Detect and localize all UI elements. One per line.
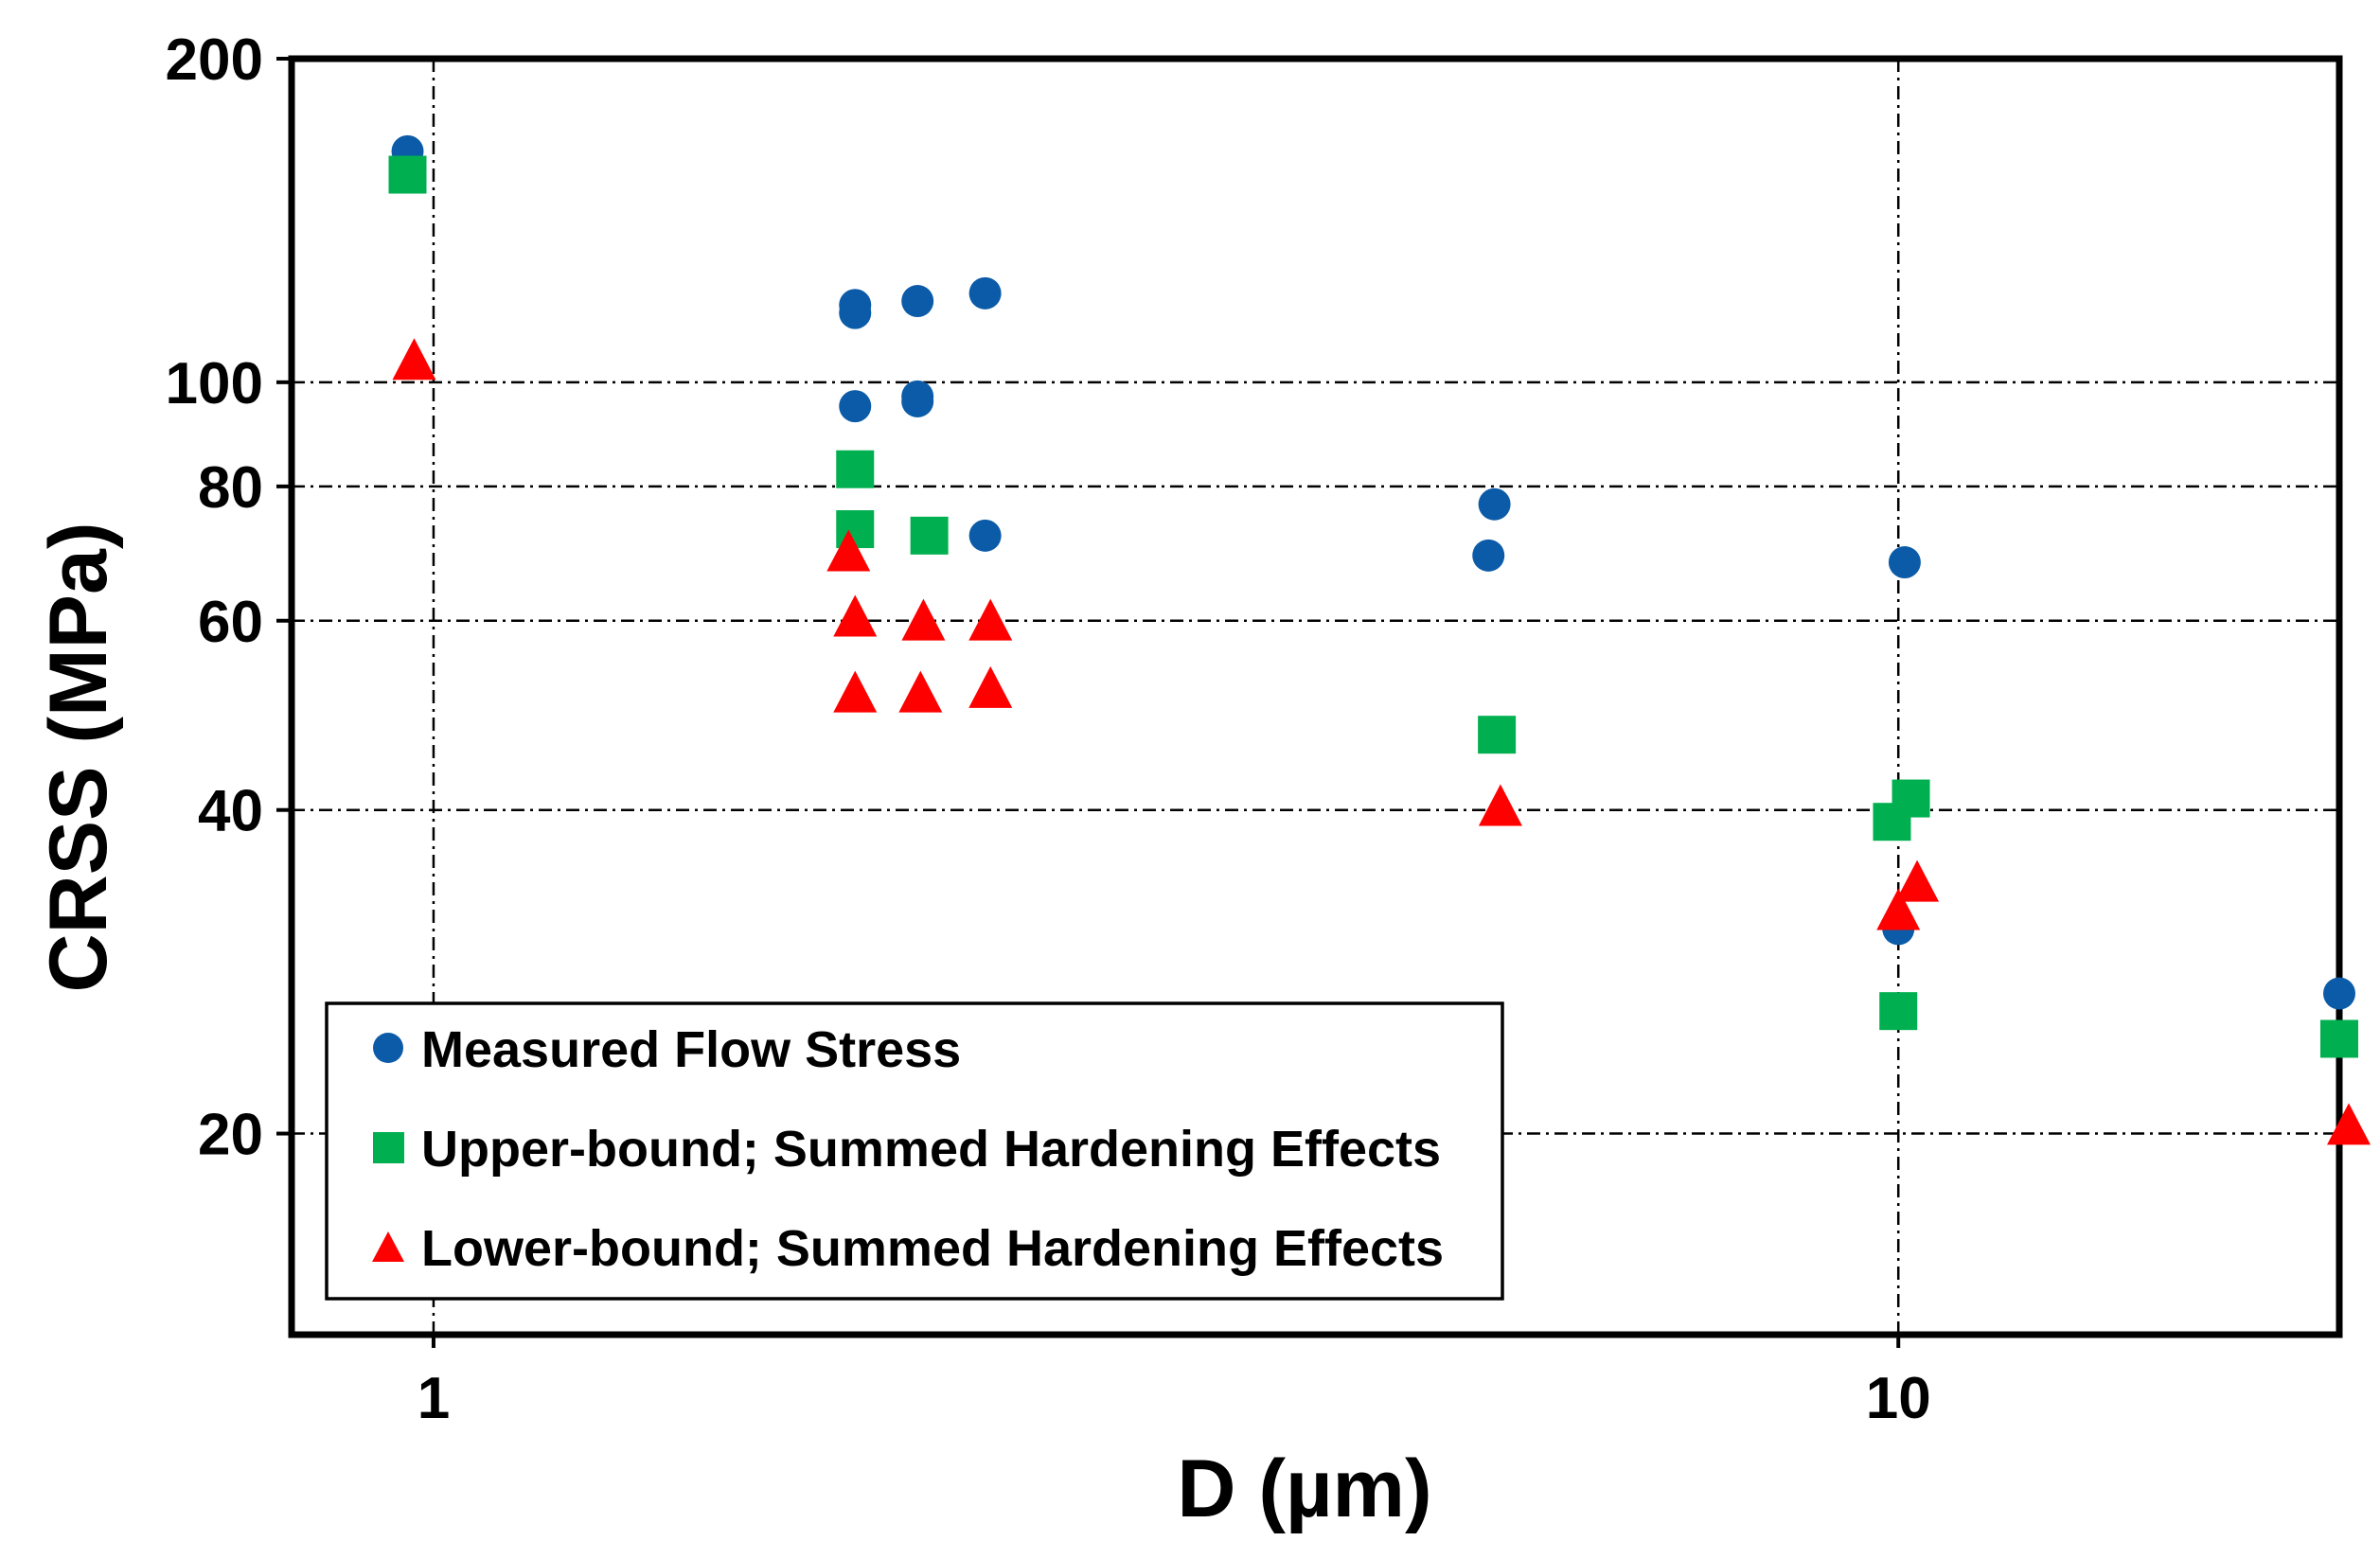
plot-area-frame xyxy=(288,55,2343,1338)
measured-flow-stress-point xyxy=(2323,977,2355,1010)
upper-bound-point xyxy=(388,155,427,194)
measured-flow-stress-point xyxy=(1472,539,1505,572)
upper-bound-point xyxy=(2320,1019,2358,1058)
lower-bound-point xyxy=(1876,888,1921,930)
y-tick-label: 200 xyxy=(166,27,263,93)
lower-bound-point xyxy=(833,670,878,713)
legend-label-lower-bound: Lower-bound; Summed Hardening Effects xyxy=(421,1220,1444,1277)
lower-bound-point xyxy=(833,594,878,637)
legend-square-icon xyxy=(373,1132,404,1163)
legend-circle-icon xyxy=(373,1033,403,1063)
measured-flow-stress-point xyxy=(901,285,934,318)
measured-flow-stress-point xyxy=(1888,546,1921,579)
x-tick-label: 10 xyxy=(1866,1366,1931,1431)
legend: Measured Flow Stress Upper-bound; Summed… xyxy=(325,1001,1504,1301)
measured-flow-stress-point xyxy=(839,390,872,423)
lower-bound-point xyxy=(968,665,1013,708)
measured-flow-stress-point xyxy=(839,296,872,329)
legend-box xyxy=(325,1001,1504,1301)
upper-bound-point xyxy=(910,516,949,555)
legend-label-upper-bound: Upper-bound; Summed Hardening Effects xyxy=(421,1121,1441,1178)
x-axis-title: D (µm) xyxy=(1177,1444,1431,1534)
legend-triangle-icon xyxy=(372,1231,404,1262)
lower-bound-point xyxy=(898,670,943,713)
y-tick-label: 100 xyxy=(166,351,263,416)
axis-ticks: 1 10 20 40 60 80 100 200 xyxy=(166,27,1931,1431)
y-tick-label: 80 xyxy=(198,455,263,521)
lower-bound-point xyxy=(1478,784,1522,826)
lower-bound-point xyxy=(968,598,1013,641)
lower-bound-point xyxy=(826,529,871,572)
measured-flow-stress-point xyxy=(968,519,1002,552)
lower-bound-point xyxy=(2327,1103,2371,1145)
lower-bound-point xyxy=(901,598,946,641)
lower-bound-point xyxy=(1895,859,1940,902)
measured-flow-stress-point xyxy=(968,276,1002,310)
x-tick-label: 1 xyxy=(417,1366,450,1431)
y-axis-title: CRSS (MPa) xyxy=(33,523,124,993)
measured-flow-stress-point xyxy=(901,384,934,417)
y-tick-label: 60 xyxy=(198,590,263,655)
upper-bound-point xyxy=(836,450,875,488)
legend-label-measured: Measured Flow Stress xyxy=(421,1021,961,1078)
upper-bound-point xyxy=(1892,779,1930,818)
upper-bound-point xyxy=(1879,992,1918,1031)
y-tick-label: 20 xyxy=(198,1103,263,1168)
measured-flow-stress-point xyxy=(1478,487,1511,521)
upper-bound-point xyxy=(1478,716,1517,754)
y-tick-label: 40 xyxy=(198,779,263,844)
lower-bound-point xyxy=(392,338,436,381)
data-points xyxy=(388,134,2371,1145)
